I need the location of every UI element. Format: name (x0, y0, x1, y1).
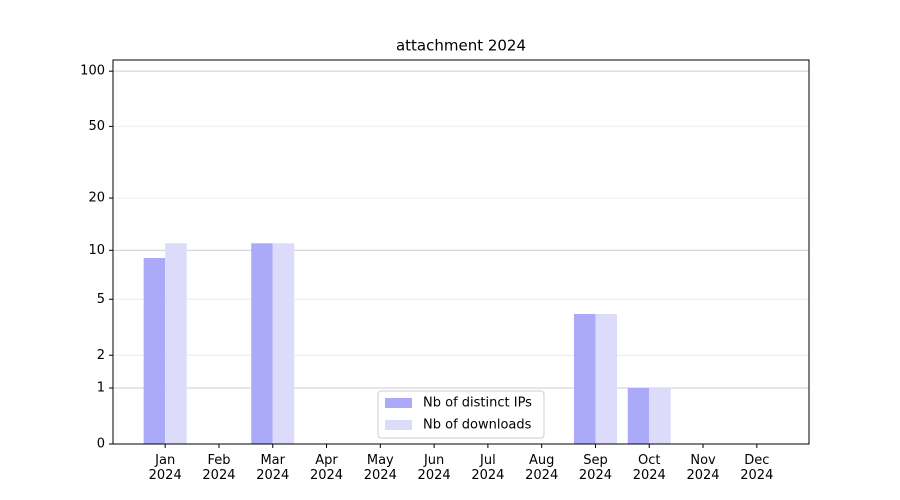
legend-label: Nb of distinct IPs (423, 396, 532, 411)
y-tick-label: 2 (97, 348, 105, 363)
x-tick-label: Feb 2024 (202, 453, 236, 483)
x-tick-label: Jan 2024 (148, 453, 182, 483)
bar (165, 243, 187, 444)
bar (143, 257, 166, 444)
bar (595, 313, 617, 444)
bar (573, 313, 596, 444)
y-tick-label: 50 (88, 119, 105, 134)
y-tick-label: 20 (88, 191, 105, 206)
legend-swatch (385, 398, 412, 408)
legend-swatch (385, 420, 412, 430)
bar (272, 243, 295, 444)
legend: Nb of distinct IPs Nb of downloads (377, 390, 545, 439)
y-tick-label: 100 (80, 64, 105, 79)
y-tick-label: 0 (97, 437, 105, 452)
legend-box (377, 390, 545, 439)
x-tick-label: Nov 2024 (686, 453, 720, 483)
legend-label: Nb of downloads (423, 418, 532, 433)
y-tick-label: 1 (97, 381, 105, 396)
plot-frame (112, 59, 810, 445)
x-tick-label: Sep 2024 (578, 453, 612, 483)
x-tick-label: Mar 2024 (256, 453, 290, 483)
y-tick-label: 10 (88, 243, 105, 258)
bar (649, 388, 671, 444)
x-tick-label: Aug 2024 (525, 453, 559, 483)
bar (627, 388, 650, 444)
x-tick-label: Dec 2024 (740, 453, 774, 483)
x-tick-label: May 2024 (363, 453, 397, 483)
bar (251, 243, 273, 444)
chart-title: attachment 2024 (396, 37, 526, 55)
x-tick-label: Jul 2024 (471, 453, 505, 483)
x-tick-label: Jun 2024 (417, 453, 451, 483)
x-tick-label: Oct 2024 (632, 453, 666, 483)
x-tick-label: Apr 2024 (309, 453, 344, 483)
y-tick-label: 5 (97, 292, 105, 307)
